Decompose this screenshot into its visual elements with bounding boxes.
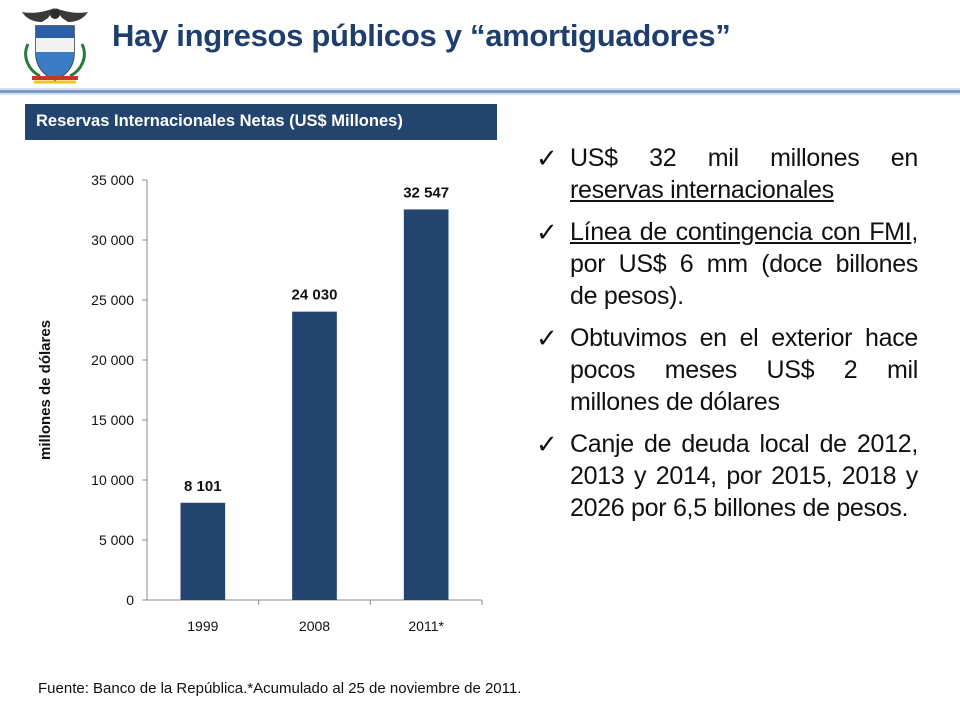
y-tick-label: 0 — [126, 592, 134, 608]
y-tick-label: 5 000 — [99, 532, 134, 548]
checkmark-icon: ✓ — [536, 323, 558, 353]
bar — [403, 209, 449, 600]
slide-header: Hay ingresos públicos y “amortiguadores” — [0, 0, 960, 95]
y-tick-label: 35 000 — [91, 172, 134, 188]
bullet-underlined-text: reservas internacionales — [570, 176, 834, 204]
x-tick-label: 2011* — [408, 618, 444, 634]
x-tick-label: 2008 — [299, 618, 330, 634]
source-note: Fuente: Banco de la República.*Acumulado… — [38, 680, 522, 697]
checkmark-icon: ✓ — [536, 429, 558, 459]
bullet-item: ✓ Obtuvimos en el exterior hace pocos mes… — [530, 322, 918, 418]
y-axis-title: millones de dólares — [37, 320, 54, 460]
bullet-text: US$ 32 mil millones en — [570, 144, 918, 172]
bullet-text: Obtuvimos en el exterior hace pocos mese… — [570, 324, 918, 416]
y-tick-label: 30 000 — [91, 232, 134, 248]
chart-title-banner: Reservas Internacionales Netas (US$ Mill… — [25, 104, 497, 140]
bar-value-label: 32 547 — [403, 184, 449, 201]
bullet-underlined-text: Línea de contingencia con FMI — [570, 218, 912, 246]
coat-of-arms-icon — [22, 8, 88, 84]
checkmark-icon: ✓ — [536, 217, 558, 247]
y-tick-label: 10 000 — [91, 472, 134, 488]
bullet-text-end: , por US$ 6 mm (doce billones de pesos). — [570, 218, 918, 310]
slide-title: Hay ingresos públicos y “amortiguadores” — [112, 18, 731, 53]
bar-value-label: 8 101 — [184, 478, 222, 495]
y-tick-label: 25 000 — [91, 292, 134, 308]
chart-title: Reservas Internacionales Netas (US$ Mill… — [36, 112, 403, 130]
y-tick-label: 20 000 — [91, 352, 134, 368]
header-rule — [0, 88, 960, 95]
bar — [180, 502, 226, 600]
bullet-item: ✓ Línea de contingencia con FMI, por US$ … — [530, 216, 918, 312]
checkmark-icon: ✓ — [536, 143, 558, 173]
bullet-list: ✓ US$ 32 mil millones en reservas interna… — [530, 142, 918, 534]
y-tick-label: 15 000 — [91, 412, 134, 428]
bullet-item: ✓ US$ 32 mil millones en reservas interna… — [530, 142, 918, 206]
bullet-item: ✓ Canje de deuda local de 2012, 2013 y 20… — [530, 428, 918, 524]
bar — [292, 311, 337, 600]
bar-value-label: 24 030 — [292, 287, 338, 304]
reserves-bar-chart: 0 5 000 10 000 15 000 20 000 25 000 30 000 35 0… — [37, 172, 483, 634]
x-tick-label: 1999 — [187, 618, 218, 634]
bullet-text: Canje de deuda local de 2012, 2013 y 201… — [570, 430, 918, 522]
